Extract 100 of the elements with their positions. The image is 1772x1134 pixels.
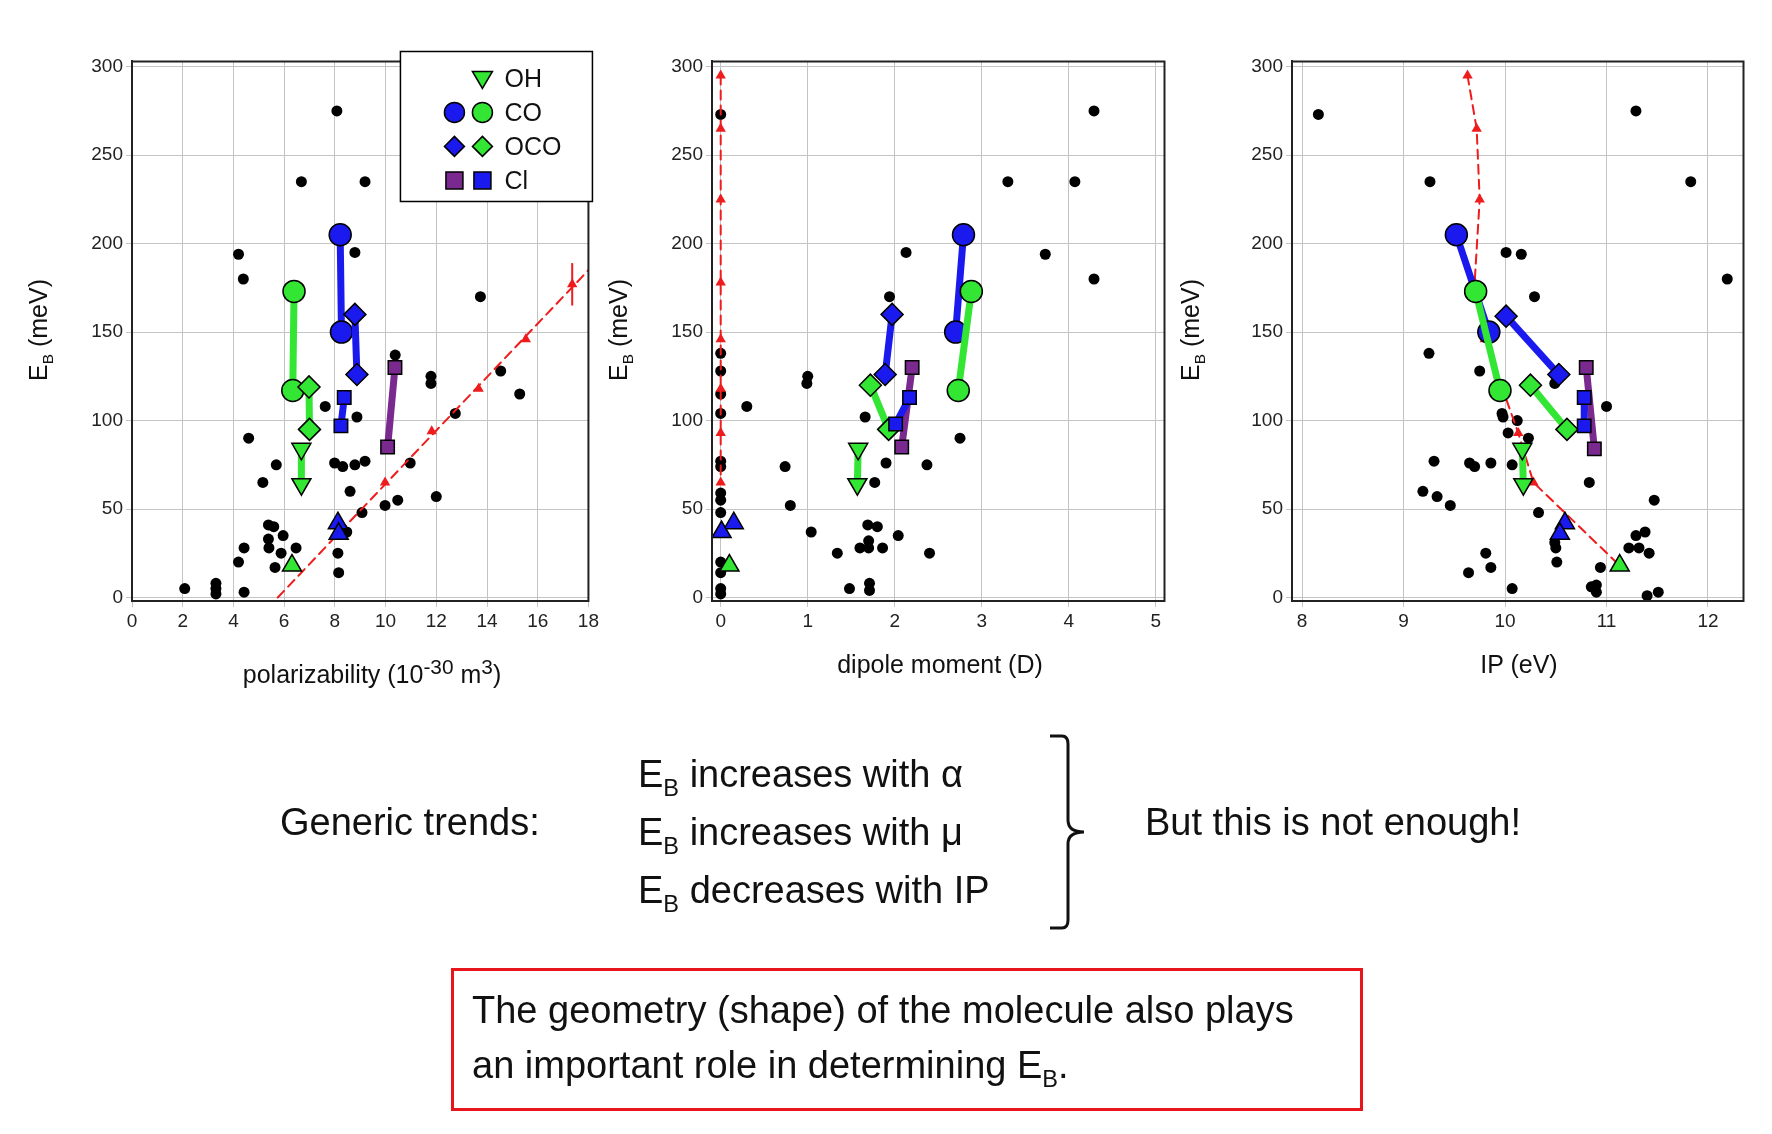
text: E$_{B}$ decreases with IP bbox=[638, 868, 990, 918]
y-tick-label: 200 bbox=[91, 231, 123, 253]
x-tick-label: 11 bbox=[1596, 609, 1617, 631]
point bbox=[1547, 362, 1571, 387]
point bbox=[430, 491, 442, 503]
point bbox=[269, 561, 281, 573]
x-tick-label: 9 bbox=[1398, 609, 1409, 631]
point bbox=[1485, 457, 1497, 469]
y-tick-label: 200 bbox=[671, 231, 703, 253]
point bbox=[1576, 390, 1592, 406]
y-tick-label: 100 bbox=[671, 408, 703, 430]
x-tick-label: 12 bbox=[1697, 609, 1719, 631]
x-tick-label: 2 bbox=[889, 609, 901, 631]
point bbox=[884, 291, 896, 303]
legend-label: CO bbox=[504, 98, 542, 127]
point bbox=[859, 411, 871, 423]
y-tick-label: 300 bbox=[1251, 54, 1283, 76]
x-tick-label: 3 bbox=[976, 609, 988, 631]
point bbox=[380, 439, 396, 455]
point bbox=[959, 279, 984, 304]
point bbox=[741, 400, 753, 412]
point bbox=[1474, 365, 1486, 377]
point bbox=[1417, 485, 1429, 497]
x-tick-label: 8 bbox=[329, 609, 341, 631]
x-tick-label: 0 bbox=[126, 609, 138, 631]
point bbox=[1643, 547, 1655, 559]
point bbox=[389, 349, 401, 361]
legend-label: OH bbox=[504, 64, 542, 93]
point bbox=[1586, 441, 1602, 457]
x-tick-label: 6 bbox=[278, 609, 290, 631]
text: But this is not enough! bbox=[1145, 800, 1522, 845]
legend-label: Cl bbox=[504, 166, 529, 195]
point bbox=[1633, 542, 1645, 554]
point bbox=[869, 476, 881, 488]
point bbox=[1623, 542, 1635, 554]
point bbox=[295, 176, 307, 188]
point bbox=[238, 586, 250, 598]
point bbox=[495, 365, 507, 377]
point bbox=[1641, 590, 1653, 601]
text: Generic trends: bbox=[280, 800, 540, 845]
point bbox=[333, 567, 345, 579]
point bbox=[297, 375, 321, 399]
point bbox=[880, 457, 892, 469]
point bbox=[715, 69, 726, 79]
text: The geometry (shape) of the molecule also plays an important role in determining E$_{B}$. bbox=[451, 968, 1363, 1111]
point bbox=[297, 417, 322, 442]
point bbox=[237, 273, 249, 285]
point bbox=[877, 542, 889, 554]
point bbox=[336, 390, 352, 406]
point bbox=[514, 388, 526, 400]
y-tick-label: 150 bbox=[671, 320, 703, 342]
point bbox=[954, 432, 966, 444]
y-tick-label: 50 bbox=[1261, 497, 1283, 519]
point bbox=[387, 360, 403, 375]
point bbox=[1518, 373, 1543, 397]
point bbox=[1002, 176, 1014, 188]
point bbox=[951, 223, 976, 247]
x-tick-label: 12 bbox=[425, 609, 447, 631]
point bbox=[345, 362, 369, 387]
point bbox=[392, 494, 404, 506]
point bbox=[805, 526, 817, 538]
point bbox=[1594, 561, 1606, 573]
point bbox=[282, 279, 306, 304]
point bbox=[426, 425, 437, 435]
point bbox=[1480, 547, 1492, 559]
point bbox=[779, 461, 791, 473]
point bbox=[349, 246, 361, 258]
x-tick-label: 14 bbox=[476, 609, 498, 631]
point bbox=[1469, 461, 1481, 473]
x-tick-label: 4 bbox=[1063, 609, 1075, 631]
point bbox=[888, 416, 904, 432]
point bbox=[1423, 347, 1435, 359]
point bbox=[1630, 105, 1642, 117]
point bbox=[1630, 530, 1642, 542]
point bbox=[329, 320, 354, 344]
point bbox=[858, 373, 883, 397]
x-axis-title: polarizability (10$^{-30}$ m$^{3}$) bbox=[242, 655, 502, 690]
point bbox=[1444, 223, 1469, 247]
y-tick-label: 50 bbox=[681, 497, 703, 519]
point bbox=[892, 530, 904, 542]
y-tick-label: 150 bbox=[1251, 320, 1283, 342]
point bbox=[831, 547, 843, 559]
text: E$_{B}$ increases with α bbox=[638, 752, 963, 802]
point bbox=[331, 105, 343, 117]
point bbox=[275, 547, 287, 559]
point bbox=[243, 432, 255, 444]
point bbox=[862, 519, 874, 531]
y-tick-label: 250 bbox=[91, 143, 123, 165]
point bbox=[715, 507, 727, 519]
point bbox=[1069, 176, 1081, 188]
point bbox=[843, 583, 855, 595]
point bbox=[473, 382, 484, 392]
y-tick-label: 300 bbox=[91, 54, 123, 76]
point bbox=[1428, 455, 1440, 467]
x-tick-label: 1 bbox=[802, 609, 814, 631]
point bbox=[1485, 561, 1497, 573]
point bbox=[1555, 417, 1579, 442]
point bbox=[179, 583, 191, 595]
point bbox=[1088, 273, 1100, 285]
point bbox=[1502, 427, 1514, 439]
